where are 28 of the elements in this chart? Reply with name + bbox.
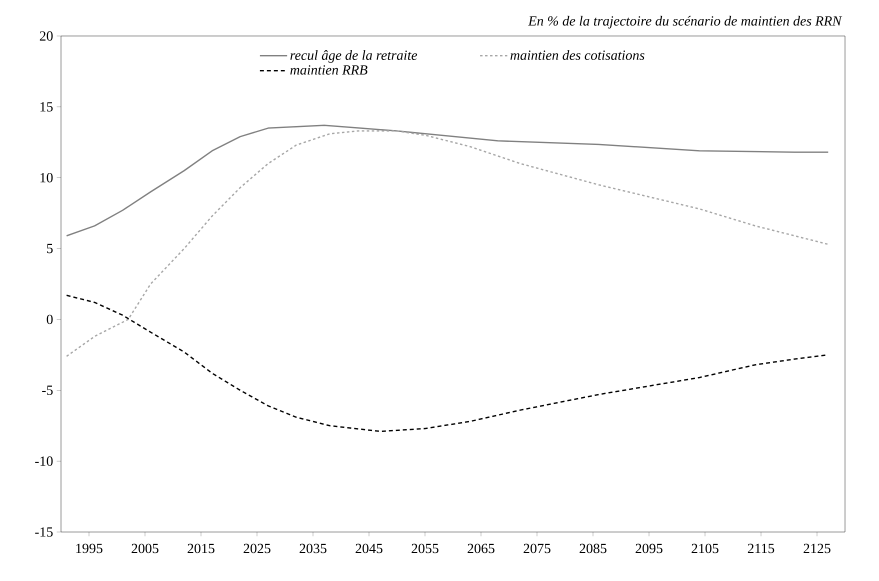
- x-tick-label: 2095: [636, 544, 662, 554]
- y-tick-label: -15: [35, 527, 53, 537]
- line-series: [66, 124, 829, 237]
- y-tick-label: 15: [40, 102, 53, 112]
- x-tick-label: 2115: [748, 544, 774, 554]
- x-tick-label: 2055: [412, 544, 438, 554]
- legend-label: recul âge de la retraite: [290, 50, 418, 63]
- x-tick-label: 2085: [580, 544, 606, 554]
- legend-label: maintien RRB: [290, 65, 368, 75]
- x-tick-label: 1995: [76, 544, 102, 554]
- x-tick-label: 2025: [244, 544, 270, 554]
- x-tick-label: 2125: [804, 544, 830, 554]
- y-tick-label: 5: [47, 244, 53, 254]
- x-tick-label: 2065: [468, 544, 494, 554]
- legend-label: maintien des cotisations: [510, 50, 644, 60]
- x-tick-label: 2075: [524, 544, 550, 554]
- chart-title: En % de la trajectoire du scénario de maintien des RRN: [528, 16, 842, 28]
- y-tick-label: -5: [42, 386, 53, 395]
- y-tick-label: 20: [40, 31, 53, 41]
- y-tick-label: 10: [40, 173, 53, 182]
- y-tick-label: 0: [46, 314, 53, 324]
- x-tick-label: 2015: [188, 544, 214, 554]
- line-series: [66, 130, 829, 357]
- x-tick-label: 2005: [132, 544, 158, 554]
- x-tick-label: 2045: [356, 544, 382, 554]
- x-tick-label: 2035: [300, 544, 326, 554]
- y-tick-label: -10: [35, 456, 53, 466]
- x-tick-label: 2105: [692, 544, 718, 554]
